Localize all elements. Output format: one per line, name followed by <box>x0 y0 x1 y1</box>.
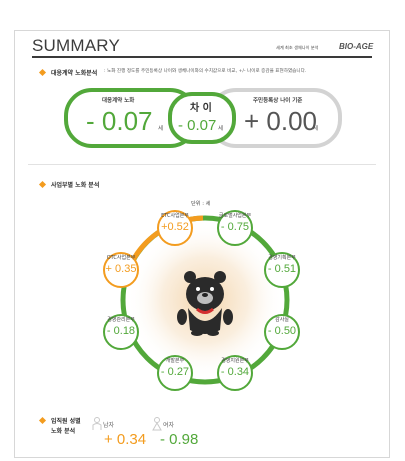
right-card-label: 주민등록상 나이 기준 <box>253 98 303 104</box>
age-card-difference <box>168 92 236 144</box>
header-subtitle: 세계 최초 생체나이 분석 <box>276 45 319 50</box>
department-value: - 0.34 <box>220 366 250 378</box>
department-node-audit[interactable] <box>264 314 300 350</box>
department-name: 경영지원본부 <box>221 358 249 364</box>
difference-label: 차 이 <box>190 103 212 114</box>
female-value: - 0.98 <box>160 431 199 448</box>
header-rule <box>32 56 372 58</box>
right-card-unit: 세 <box>313 126 319 132</box>
difference-value: - 0.07 <box>178 117 217 134</box>
department-name: 개발본부 <box>165 358 185 364</box>
overview-description: : 노화 진행 정도를 주민등록상 나이와 생체나이와의 수치값으로 비교, +… <box>104 69 307 74</box>
department-value: - 0.18 <box>106 325 136 337</box>
department-value: - 0.27 <box>160 366 190 378</box>
gender-section-title: 임직원 성별 <box>51 418 81 425</box>
department-node-planning[interactable] <box>264 252 300 288</box>
department-ring <box>120 215 290 385</box>
department-value: - 0.51 <box>267 263 297 275</box>
female-label: 여자 <box>163 422 175 429</box>
unit-label: 단위 : 세 <box>191 201 211 207</box>
department-node-etc[interactable] <box>157 210 193 246</box>
left-card-label: 대응계약 노화 <box>102 98 135 104</box>
right-card-value: + 0.00 <box>244 106 318 136</box>
department-name: 경영관리본부 <box>107 317 135 323</box>
gender-section-title-2: 노화 분석 <box>51 428 76 435</box>
department-node-global[interactable] <box>217 210 253 246</box>
department-node-management[interactable] <box>103 314 139 350</box>
male-label: 남자 <box>103 422 115 429</box>
department-node-otc[interactable] <box>103 252 139 288</box>
department-name: ETC사업본부 <box>161 213 189 219</box>
departments-section-title: 사업부별 노화 분석 <box>51 182 100 189</box>
department-node-development[interactable] <box>157 355 193 391</box>
department-name: 감사실 <box>275 317 289 323</box>
section-divider <box>28 164 376 165</box>
page-title: SUMMARY <box>32 36 120 55</box>
department-value: + 0.35 <box>105 263 137 275</box>
brand-logo: BIO-AGE <box>339 42 374 51</box>
male-icon <box>92 417 102 430</box>
department-name: OTC사업본부 <box>106 255 136 261</box>
department-value: +0.52 <box>161 221 189 233</box>
bear-mascot-icon <box>177 271 233 336</box>
department-name: 글로벌사업본부 <box>218 213 252 219</box>
left-card-unit: 세 <box>158 126 164 132</box>
female-icon <box>152 417 162 431</box>
overview-section-title: 대응계약 노화분석 <box>51 70 98 77</box>
difference-unit: 세 <box>218 126 224 132</box>
department-ring-diagram <box>120 215 290 385</box>
department-name: 경영기획본부 <box>268 255 296 261</box>
male-value: + 0.34 <box>104 431 147 448</box>
department-value: - 0.75 <box>220 221 250 233</box>
department-value: - 0.50 <box>267 325 297 337</box>
left-card-value: - 0.07 <box>86 106 153 136</box>
department-node-support[interactable] <box>217 355 253 391</box>
